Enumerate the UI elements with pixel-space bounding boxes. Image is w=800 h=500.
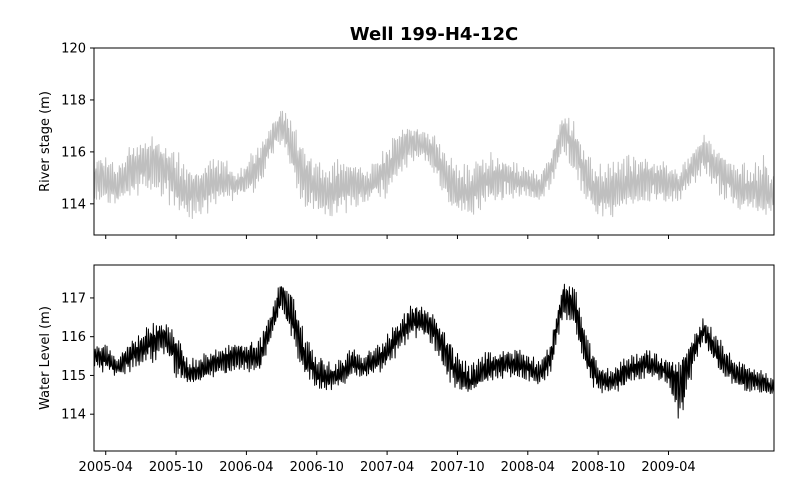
river-stage-x-axis [105, 235, 669, 239]
chart-title: Well 199-H4-12C [350, 24, 518, 45]
y-tick-label: 118 [61, 93, 86, 108]
y-tick-label: 115 [61, 369, 86, 384]
river-stage-y-axis: 114 116 118 120 [61, 42, 94, 212]
water-level-line [93, 283, 775, 419]
x-tick-label: 2007-10 [430, 460, 484, 475]
water-level-panel: 114 115 116 117 2005-04 2005-10 2006-04 2006-1… [38, 264, 775, 475]
x-tick-label: 2008-10 [571, 460, 625, 475]
water-level-x-axis: 2005-04 2005-10 2006-04 2006-10 2007-04 2007-… [79, 451, 696, 475]
y-tick-label: 114 [61, 197, 86, 212]
river-stage-line [93, 110, 775, 219]
x-tick-label: 2005-04 [79, 460, 133, 475]
river-stage-y-axis-label: River stage (m) [38, 91, 53, 192]
river-stage-plot-frame [93, 47, 775, 236]
river-stage-series [93, 110, 775, 219]
water-level-plot-frame [93, 264, 775, 452]
water-level-y-axis-label: Water Level (m) [38, 306, 53, 410]
y-tick-label: 116 [61, 145, 86, 160]
x-tick-label: 2007-04 [360, 460, 414, 475]
x-tick-label: 2006-04 [219, 460, 273, 475]
y-tick-label: 116 [61, 330, 86, 345]
x-tick-label: 2005-10 [149, 460, 203, 475]
x-tick-label: 2006-10 [290, 460, 344, 475]
y-tick-label: 117 [61, 291, 86, 306]
water-level-series [93, 283, 775, 419]
river-stage-panel: 114 116 118 120 River stage (m) [38, 42, 775, 239]
x-tick-label: 2008-04 [501, 460, 555, 475]
water-level-y-axis: 114 115 116 117 [61, 291, 94, 423]
x-tick-label: 2009-04 [641, 460, 695, 475]
y-tick-label: 114 [61, 408, 86, 423]
y-tick-label: 120 [61, 42, 86, 57]
